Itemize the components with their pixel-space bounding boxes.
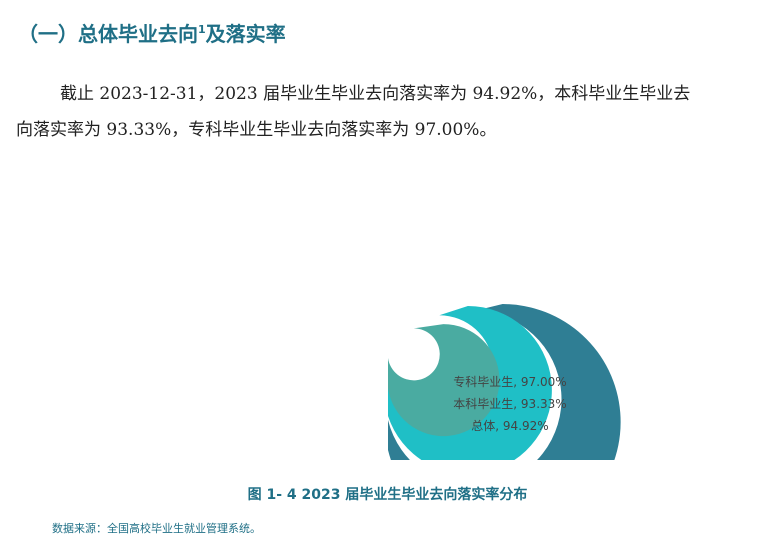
section-heading-text: （一）总体毕业去向 xyxy=(18,22,198,46)
paragraph-line-1: 截止 2023-12-31，2023 届毕业生毕业去向落实率为 94.92%，本… xyxy=(60,84,691,104)
ring-3 xyxy=(388,324,500,437)
series-label: 本科毕业生, 93.33% xyxy=(453,397,566,411)
section-heading-tail: 及落实率 xyxy=(205,22,286,46)
data-source-note: 数据来源：全国高校毕业生就业管理系统。 xyxy=(52,522,261,535)
series-label: 专科毕业生, 97.00% xyxy=(453,374,566,389)
ring-1 xyxy=(388,304,621,460)
section-heading: （一）总体毕业去向1及落实率 xyxy=(18,18,286,47)
chart-legend-labels: 专科毕业生, 97.00% 本科毕业生, 93.33% 总体, 94.92% xyxy=(453,374,566,433)
ring-2 xyxy=(388,306,552,460)
radial-bar-chart: 专科毕业生, 97.00% 本科毕业生, 93.33% 总体, 94.92% xyxy=(388,304,621,460)
summary-paragraph: 截止 2023-12-31，2023 届毕业生毕业去向落实率为 94.92%，本… xyxy=(16,76,760,148)
paragraph-line-2: 向落实率为 93.33%，专科毕业生毕业去向落实率为 97.00%。 xyxy=(16,120,497,140)
figure-caption: 图 1- 4 2023 届毕业生毕业去向落实率分布 xyxy=(247,487,528,503)
chart-rings xyxy=(388,304,621,460)
footnote-marker: 1 xyxy=(198,23,206,36)
series-label: 总体, 94.92% xyxy=(471,419,548,433)
